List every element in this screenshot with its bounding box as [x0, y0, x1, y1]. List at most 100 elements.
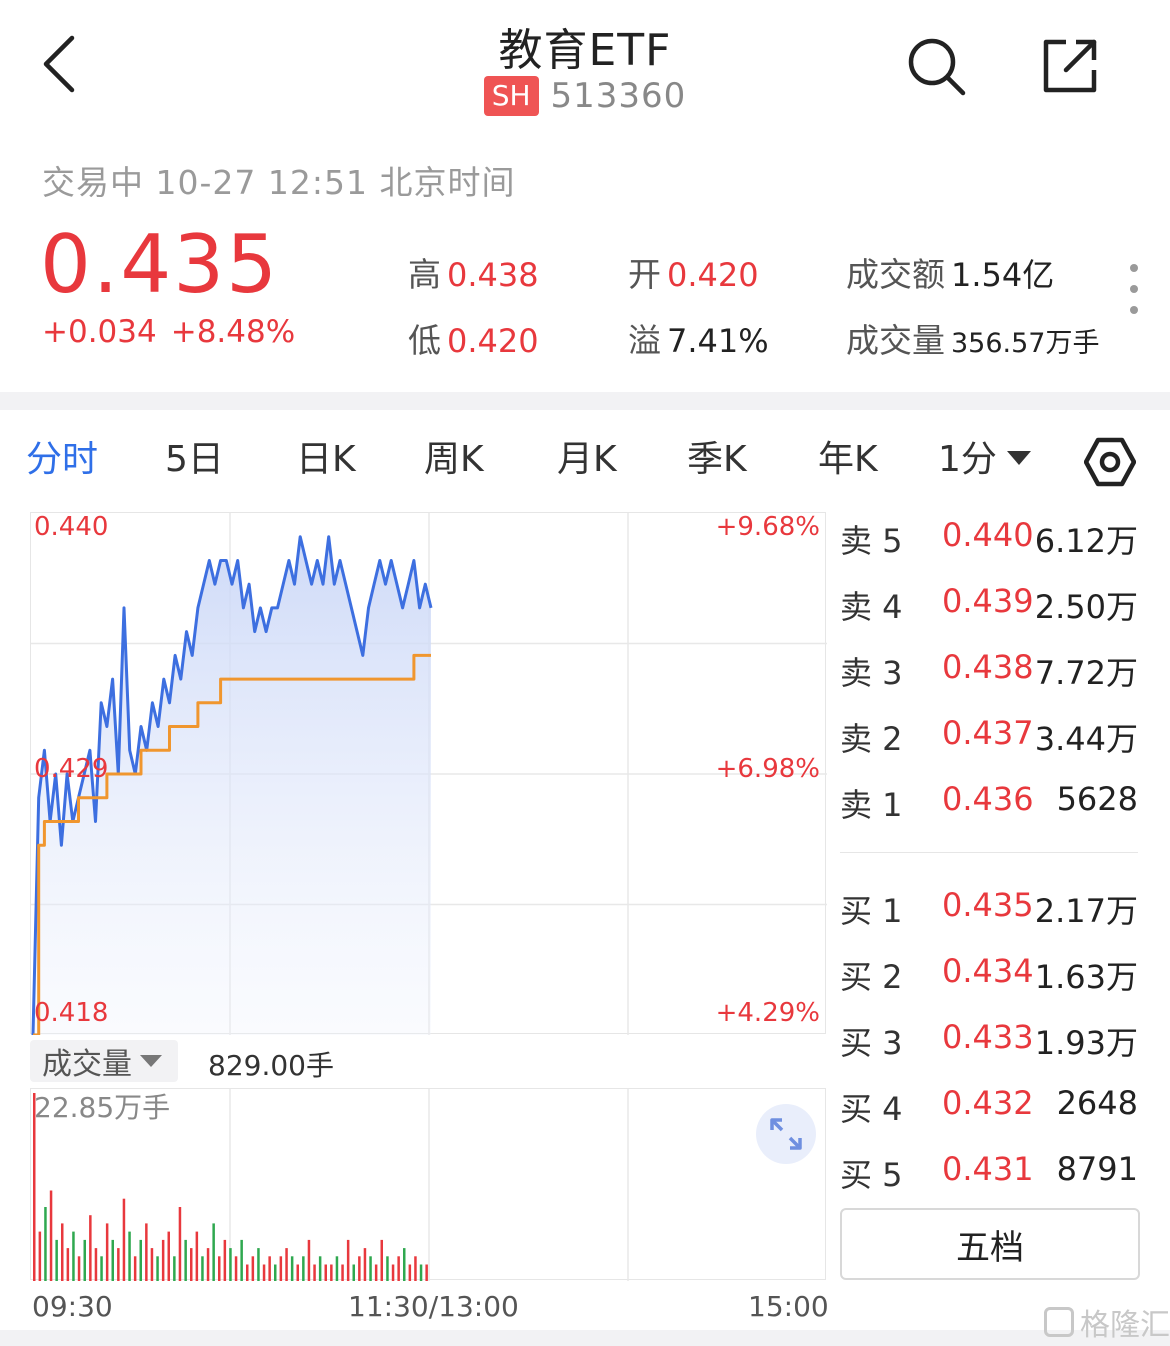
volume-bar — [285, 1248, 288, 1281]
expand-button[interactable] — [756, 1104, 816, 1164]
stat-open: 开 0.420 — [628, 255, 759, 294]
volume-bar — [190, 1248, 193, 1281]
volume-bar — [240, 1239, 243, 1281]
volume-bar — [44, 1207, 47, 1281]
stat-volume: 成交量 356.57万手 — [846, 321, 1100, 360]
volume-bar — [150, 1248, 154, 1281]
ask-row: 卖 4 0.439 2.50万 — [840, 582, 1138, 626]
header: 教育ETF SH 513360 — [0, 0, 1170, 140]
search-button[interactable] — [900, 30, 972, 102]
stat-turnover: 成交额 1.54亿 — [846, 255, 1055, 294]
pct-axis-top: +9.68% — [715, 512, 820, 542]
search-icon — [908, 38, 966, 96]
stat-high: 高 0.438 — [408, 255, 539, 294]
low-value: 0.420 — [447, 322, 539, 360]
volume-value: 356.57万手 — [951, 328, 1100, 359]
bid-row: 买 2 0.434 1.63万 — [840, 952, 1138, 996]
volume-bar — [83, 1239, 86, 1281]
time-axis-end: 15:00 — [748, 1290, 829, 1323]
volume-bar — [94, 1248, 98, 1281]
volume-bar — [38, 1231, 42, 1281]
volume-bar — [358, 1256, 361, 1281]
volume-chart[interactable] — [30, 1088, 826, 1281]
bid-row: 买 1 0.435 2.17万 — [840, 886, 1138, 930]
volume-bar — [419, 1264, 423, 1281]
tab-daily-k[interactable]: 日K — [296, 439, 356, 480]
volume-bar — [33, 1093, 36, 1281]
price-axis-bottom: 0.418 — [34, 998, 109, 1028]
volume-bar — [324, 1264, 327, 1281]
exchange-badge: SH — [483, 76, 539, 116]
volume-bar — [425, 1264, 428, 1281]
volume-bar — [111, 1239, 114, 1281]
back-button[interactable] — [30, 32, 86, 96]
high-value: 0.438 — [447, 256, 539, 294]
trading-status: 交易中 10-27 12:51 北京时间 — [42, 163, 516, 202]
stat-low: 低 0.420 — [408, 321, 539, 360]
volume-indicator-select[interactable]: 成交量 — [30, 1040, 178, 1082]
volume-bar — [307, 1239, 311, 1281]
more-button[interactable] — [1120, 264, 1148, 314]
tab-5day[interactable]: 5日 — [165, 439, 224, 480]
volume-chart-svg — [33, 1089, 629, 1281]
more-dots-icon — [1130, 264, 1138, 272]
volume-bar — [77, 1256, 81, 1281]
time-axis-start: 09:30 — [32, 1290, 113, 1323]
five-level-button[interactable]: 五档 — [840, 1208, 1140, 1280]
watermark-logo-icon — [1044, 1307, 1074, 1337]
volume-bar — [408, 1264, 412, 1281]
tab-intraday[interactable]: 分时 — [26, 439, 99, 480]
open-value: 0.420 — [667, 256, 759, 294]
caret-down-icon — [1006, 451, 1031, 465]
intraday-chart[interactable] — [30, 512, 827, 1035]
bid-row: 买 4 0.432 2648 — [840, 1084, 1138, 1128]
volume-bar — [229, 1248, 232, 1281]
tab-yearly-k[interactable]: 年K — [818, 439, 878, 480]
share-button[interactable] — [1034, 30, 1106, 102]
volume-bar — [122, 1198, 126, 1281]
share-icon — [1043, 39, 1097, 93]
price-line — [31, 535, 433, 1035]
price-axis-mid: 0.429 — [34, 754, 109, 784]
volume-bar — [374, 1264, 378, 1281]
volume-bar — [167, 1231, 170, 1281]
ask-row: 卖 3 0.438 7.72万 — [840, 648, 1138, 692]
ask-row: 卖 5 0.440 6.12万 — [840, 516, 1138, 560]
volume-bar — [201, 1256, 204, 1281]
interval-dropdown[interactable]: 1分 — [938, 430, 1031, 482]
volume-bar — [363, 1248, 367, 1281]
price-chart-svg — [31, 513, 827, 1035]
volume-current: 829.00手 — [208, 1049, 334, 1082]
change-percent: +8.48% — [170, 314, 296, 350]
stat-premium: 溢 7.41% — [628, 321, 769, 360]
time-axis-mid: 11:30/13:00 — [348, 1290, 519, 1323]
volume-bar — [128, 1231, 131, 1281]
tab-weekly-k[interactable]: 周K — [424, 439, 484, 480]
tab-monthly-k[interactable]: 月K — [557, 439, 617, 480]
volume-bar — [262, 1264, 266, 1281]
volume-bar — [117, 1248, 120, 1281]
settings-hex-icon[interactable] — [1084, 436, 1136, 488]
volume-bar — [105, 1223, 109, 1281]
tab-quarterly-k[interactable]: 季K — [687, 439, 747, 480]
pct-axis-bottom: +4.29% — [715, 998, 820, 1028]
volume-bar — [161, 1239, 165, 1281]
volume-bar — [223, 1239, 227, 1281]
premium-value: 7.41% — [667, 322, 769, 360]
volume-bar — [206, 1248, 210, 1281]
volume-bar — [184, 1239, 187, 1281]
average-line — [33, 653, 431, 1035]
volume-bar — [380, 1239, 383, 1281]
volume-bar — [290, 1256, 294, 1281]
volume-bar — [72, 1231, 75, 1281]
volume-bar — [156, 1256, 159, 1281]
volume-bar — [296, 1264, 299, 1281]
price-change: +0.034 +8.48% — [42, 314, 309, 350]
volume-bar — [414, 1256, 417, 1281]
volume-bar — [403, 1248, 406, 1281]
volume-bar — [173, 1256, 176, 1281]
volume-bar — [346, 1239, 350, 1281]
volume-bar — [352, 1264, 355, 1281]
volume-bar — [133, 1256, 137, 1281]
volume-bar — [218, 1256, 221, 1281]
